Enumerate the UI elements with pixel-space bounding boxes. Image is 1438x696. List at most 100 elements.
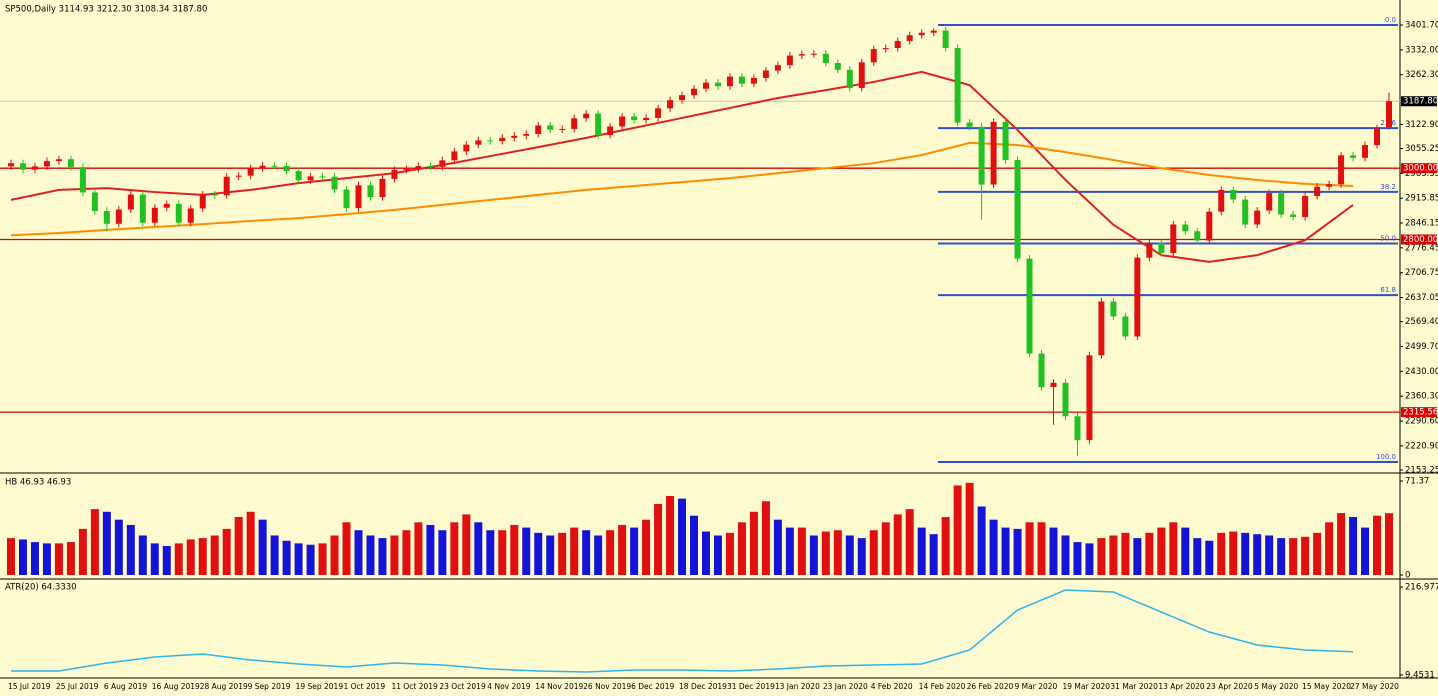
x-tick-label: 15 Jul 2019 (8, 682, 51, 691)
y-tick-label: 216.9774 (1405, 583, 1438, 593)
candle-body (1182, 224, 1189, 232)
histogram-bar (1049, 527, 1058, 575)
candle-body (726, 76, 733, 87)
fib-label: 0.0 (1385, 16, 1396, 24)
candle-body (643, 117, 650, 121)
x-tick-label: 6 Dec 2019 (631, 682, 674, 691)
candle-body (1242, 199, 1249, 225)
price-tag (1401, 96, 1437, 107)
candle-body (199, 194, 206, 209)
histogram-bar (917, 527, 926, 575)
histogram-bar (366, 535, 375, 575)
y-tick-label: 2220.90 (1405, 441, 1438, 451)
candle-body (247, 168, 254, 176)
histogram-bar (666, 495, 675, 575)
histogram-bar (90, 509, 99, 575)
price-tag-label: 2315.56 (1403, 408, 1438, 418)
candle-body (595, 113, 602, 136)
y-tick-label: 2637.05 (1405, 293, 1438, 303)
histogram-bar (1121, 532, 1130, 575)
candle-body (259, 165, 266, 169)
histogram-bar (713, 535, 722, 575)
candle-body (738, 76, 745, 84)
fib-label: 38.2 (1380, 183, 1396, 191)
x-tick-label: 23 Apr 2020 (1206, 682, 1253, 691)
candle-body (1278, 193, 1285, 215)
histogram-bar (893, 514, 902, 575)
price-tag (1401, 407, 1437, 418)
histogram-bar (1061, 535, 1070, 575)
candle-body (667, 100, 674, 109)
histogram-bar (1097, 538, 1106, 575)
histogram-bar (1133, 538, 1142, 575)
candle-body (523, 133, 530, 136)
histogram-bar (1169, 522, 1178, 575)
histogram-bar (1001, 527, 1010, 575)
histogram-bar (1301, 536, 1310, 575)
candle-body (1038, 353, 1045, 388)
histogram-bar (354, 530, 363, 575)
histogram-bar (186, 539, 195, 575)
x-tick-label: 19 Mar 2020 (1062, 682, 1110, 691)
candle-body (43, 161, 50, 167)
fib-label: 100.0 (1376, 453, 1396, 461)
histogram-bar (378, 538, 387, 575)
histogram-bar (1277, 538, 1286, 575)
candle-body (415, 166, 422, 169)
histogram-bar (929, 534, 938, 575)
candle-body (319, 176, 326, 178)
histogram-bar (821, 531, 830, 575)
histogram-bar (773, 519, 782, 575)
histogram-bar (1145, 532, 1154, 575)
x-tick-label: 27 May 2020 (1350, 682, 1399, 691)
y-tick-label: 2360.30 (1405, 392, 1438, 402)
histogram-bar (606, 530, 615, 575)
x-tick-label: 9 Sep 2019 (248, 682, 291, 691)
candle-body (1074, 416, 1081, 441)
candle-body (1374, 128, 1381, 146)
histogram-bar (1265, 535, 1274, 575)
histogram-bar (1181, 527, 1190, 575)
histogram-bar (1241, 532, 1250, 575)
candle-body (355, 185, 362, 209)
candle-body (391, 169, 398, 179)
candle-body (463, 144, 470, 152)
candle-body (894, 40, 901, 49)
candle-body (475, 140, 482, 145)
histogram-bar (438, 530, 447, 575)
histogram-bar (114, 519, 123, 575)
x-tick-label: 1 Oct 2019 (344, 682, 386, 691)
histogram-bar (1229, 531, 1238, 575)
candle-body (1254, 210, 1261, 225)
histogram-bar (570, 527, 579, 575)
x-tick-label: 31 Dec 2019 (727, 682, 775, 691)
x-tick-label: 31 Mar 2020 (1110, 682, 1158, 691)
candle-body (786, 55, 793, 66)
histogram-bar (522, 527, 531, 575)
candle-body (774, 65, 781, 71)
x-tick-label: 18 Dec 2019 (679, 682, 727, 691)
x-tick-label: 26 Nov 2019 (583, 682, 631, 691)
x-tick-label: 28 Aug 2019 (200, 682, 248, 691)
candle-body (978, 126, 985, 185)
histogram-bar (869, 530, 878, 575)
candle-body (439, 160, 446, 167)
plot-background (0, 0, 1400, 696)
candle-body (702, 82, 709, 89)
histogram-bar (642, 519, 651, 575)
histogram-bar (1361, 527, 1370, 575)
histogram-bar (306, 544, 315, 575)
candle-body (1206, 211, 1213, 241)
x-tick-label: 9 Mar 2020 (1015, 682, 1058, 691)
x-tick-label: 26 Feb 2020 (967, 682, 1014, 691)
histogram-bar (246, 511, 255, 575)
candle-body (451, 151, 458, 161)
histogram-bar (558, 532, 567, 575)
histogram-bar (797, 527, 806, 575)
y-tick-label: 2430.00 (1405, 367, 1438, 377)
price-tag-label: 3187.80 (1403, 97, 1438, 107)
candle-body (535, 125, 542, 134)
candle-body (331, 176, 338, 190)
histogram-bar (965, 482, 974, 575)
